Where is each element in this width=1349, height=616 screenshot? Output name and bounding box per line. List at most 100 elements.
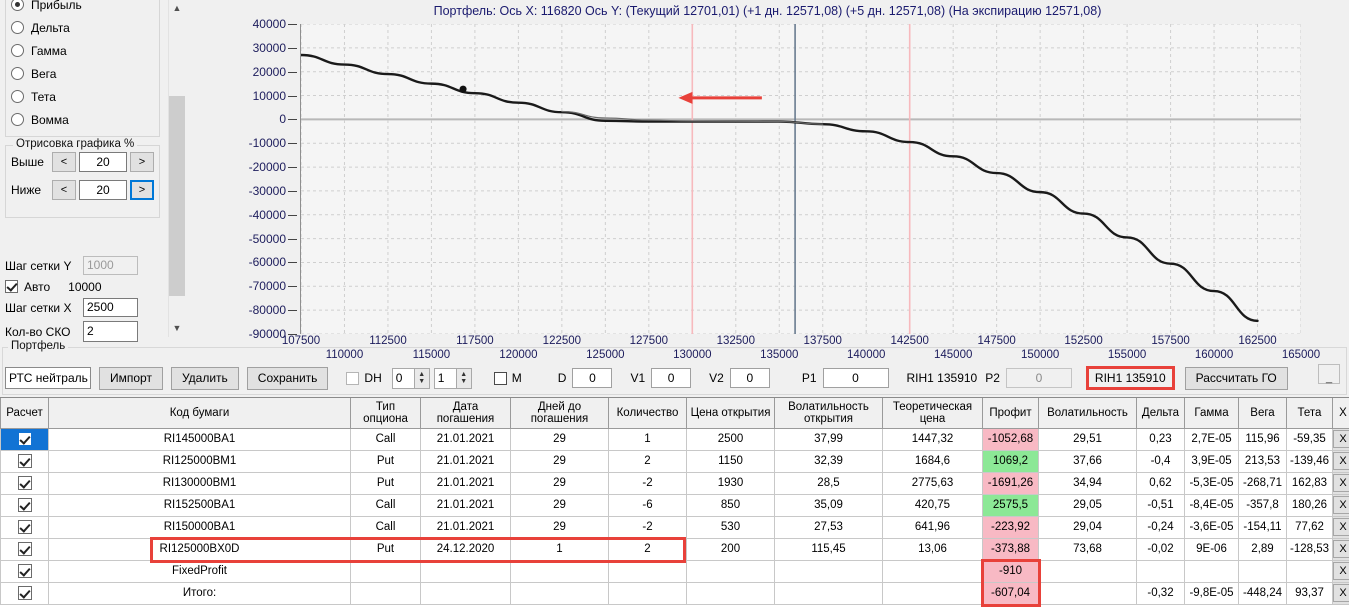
sko-input[interactable]: 2 bbox=[83, 321, 138, 342]
row-cell-profit[interactable]: -1052,68 bbox=[982, 427, 1039, 451]
v2-input[interactable]: 0 bbox=[729, 368, 770, 388]
row-cell-delta[interactable]: -0,02 bbox=[1136, 537, 1185, 561]
row-checkbox-cell[interactable] bbox=[0, 427, 49, 451]
row-cell-vega[interactable] bbox=[1238, 559, 1287, 583]
table-row[interactable]: RI150000BA1 Call 21.01.2021 29 -2 530 27,53 641… bbox=[0, 515, 1349, 539]
above-increment-button[interactable]: > bbox=[130, 151, 154, 172]
p2-input[interactable]: 0 bbox=[1005, 368, 1072, 388]
row-cell-theor[interactable] bbox=[882, 581, 983, 605]
row-cell-theta[interactable]: -139,46 bbox=[1286, 449, 1333, 473]
row-delete-button[interactable]: X bbox=[1333, 540, 1349, 558]
radio-vomma[interactable]: Вомма bbox=[6, 108, 159, 131]
table-header-cell[interactable]: Гамма bbox=[1184, 398, 1239, 429]
row-cell-open_price[interactable]: 850 bbox=[686, 493, 775, 517]
below-value-input[interactable]: 20 bbox=[79, 179, 127, 200]
row-cell-theor[interactable]: 13,06 bbox=[882, 537, 983, 561]
row-cell-theta[interactable] bbox=[1286, 559, 1333, 583]
table-row[interactable]: FixedProfit -910 X bbox=[0, 559, 1349, 583]
table-header-cell[interactable]: Дата погашения bbox=[420, 398, 511, 429]
row-instrument-code[interactable]: RI150000BA1 bbox=[48, 515, 351, 539]
row-cell-expiry[interactable]: 24.12.2020 bbox=[420, 537, 511, 561]
above-decrement-button[interactable]: < bbox=[52, 151, 76, 172]
row-delete-button[interactable]: X bbox=[1333, 474, 1349, 492]
checkbox-icon[interactable] bbox=[17, 542, 32, 556]
save-button[interactable]: Сохранить bbox=[246, 366, 329, 390]
left-panel-scrollbar[interactable]: ▲ ▼ bbox=[168, 0, 185, 337]
row-cell-profit[interactable]: -1691,26 bbox=[982, 471, 1039, 495]
table-header-cell[interactable]: Расчет bbox=[0, 398, 49, 429]
row-cell-gamma[interactable]: -3,6E-05 bbox=[1184, 515, 1239, 539]
table-header-cell[interactable]: Вега bbox=[1238, 398, 1287, 429]
row-delete-cell[interactable]: X bbox=[1332, 471, 1349, 495]
row-checkbox-cell[interactable] bbox=[0, 449, 49, 473]
row-checkbox-cell[interactable] bbox=[0, 471, 49, 495]
checkbox-icon[interactable] bbox=[17, 498, 32, 512]
row-delete-button[interactable]: X bbox=[1333, 430, 1349, 448]
radio-delta[interactable]: Дельта bbox=[6, 16, 159, 39]
row-cell-open_vol[interactable]: 37,99 bbox=[774, 427, 883, 451]
checkbox-icon[interactable] bbox=[17, 586, 32, 600]
table-row[interactable]: RI152500BA1 Call 21.01.2021 29 -6 850 35,09 420… bbox=[0, 493, 1349, 517]
table-row[interactable]: RI145000BA1 Call 21.01.2021 29 1 2500 37,99 144… bbox=[0, 427, 1349, 451]
row-delete-cell[interactable]: X bbox=[1332, 581, 1349, 605]
row-cell-vega[interactable]: 213,53 bbox=[1238, 449, 1287, 473]
scroll-down-icon[interactable]: ▼ bbox=[169, 320, 185, 337]
row-cell-vega[interactable]: 115,96 bbox=[1238, 427, 1287, 451]
row-cell-theta[interactable]: 180,26 bbox=[1286, 493, 1333, 517]
row-cell-vega[interactable]: -448,24 bbox=[1238, 581, 1287, 605]
row-cell-qty[interactable]: -6 bbox=[608, 493, 687, 517]
row-cell-days[interactable] bbox=[510, 559, 609, 583]
table-header-cell[interactable]: Дельта bbox=[1136, 398, 1185, 429]
row-cell-vol[interactable]: 29,05 bbox=[1038, 493, 1137, 517]
p1-input[interactable]: 0 bbox=[822, 368, 889, 388]
row-cell-open_price[interactable] bbox=[686, 581, 775, 605]
step-x-input[interactable]: 2500 bbox=[83, 298, 138, 317]
row-checkbox-cell[interactable] bbox=[0, 515, 49, 539]
row-cell-profit[interactable]: 1069,2 bbox=[982, 449, 1039, 473]
row-checkbox-cell[interactable] bbox=[0, 537, 49, 561]
row-cell-expiry[interactable] bbox=[420, 581, 511, 605]
row-cell-delta[interactable]: -0,51 bbox=[1136, 493, 1185, 517]
import-button[interactable]: Импорт bbox=[99, 366, 163, 390]
row-cell-qty[interactable]: 2 bbox=[608, 449, 687, 473]
table-header-cell[interactable]: Тип опциона bbox=[350, 398, 421, 429]
row-cell-type[interactable]: Call bbox=[350, 493, 421, 517]
row-cell-expiry[interactable]: 21.01.2021 bbox=[420, 427, 511, 451]
preset-select[interactable]: РТС нейтраль ▼ bbox=[5, 367, 91, 389]
row-cell-open_vol[interactable]: 28,5 bbox=[774, 471, 883, 495]
row-cell-open_price[interactable]: 2500 bbox=[686, 427, 775, 451]
row-cell-type[interactable] bbox=[350, 581, 421, 605]
table-row[interactable]: RI125000BX0D Put 24.12.2020 1 2 200 115,45 13,0… bbox=[0, 537, 1349, 561]
row-cell-theor[interactable] bbox=[882, 559, 983, 583]
row-cell-vol[interactable] bbox=[1038, 581, 1137, 605]
table-header-cell[interactable]: Количество bbox=[608, 398, 687, 429]
row-cell-theor[interactable]: 420,75 bbox=[882, 493, 983, 517]
plot-canvas[interactable]: 107500 110000 112500 115000 117500 120000 1225… bbox=[282, 24, 1320, 361]
delete-button[interactable]: Удалить bbox=[170, 366, 239, 390]
auto-checkbox[interactable] bbox=[5, 280, 18, 293]
table-header-cell[interactable]: Профит bbox=[982, 398, 1039, 429]
row-cell-qty[interactable] bbox=[608, 581, 687, 605]
row-cell-qty[interactable] bbox=[608, 559, 687, 583]
radio-theta[interactable]: Тета bbox=[6, 85, 159, 108]
row-cell-theta[interactable]: 77,62 bbox=[1286, 515, 1333, 539]
v1-input[interactable]: 0 bbox=[651, 368, 692, 388]
checkbox-icon[interactable] bbox=[17, 476, 32, 490]
row-cell-profit[interactable]: -607,04 bbox=[982, 581, 1039, 605]
row-cell-open_vol[interactable] bbox=[774, 581, 883, 605]
row-cell-theta[interactable]: 93,37 bbox=[1286, 581, 1333, 605]
row-cell-expiry[interactable]: 21.01.2021 bbox=[420, 449, 511, 473]
row-cell-theta[interactable]: -59,35 bbox=[1286, 427, 1333, 451]
row-cell-profit[interactable]: -910 bbox=[982, 559, 1039, 583]
row-cell-days[interactable]: 29 bbox=[510, 427, 609, 451]
below-decrement-button[interactable]: < bbox=[52, 179, 76, 200]
d-input[interactable]: 0 bbox=[572, 368, 613, 388]
row-cell-vol[interactable]: 34,94 bbox=[1038, 471, 1137, 495]
row-cell-qty[interactable]: -2 bbox=[608, 515, 687, 539]
row-cell-vega[interactable]: -357,8 bbox=[1238, 493, 1287, 517]
row-cell-delta[interactable]: -0,32 bbox=[1136, 581, 1185, 605]
row-cell-open_price[interactable]: 1930 bbox=[686, 471, 775, 495]
row-cell-gamma[interactable]: 2,7E-05 bbox=[1184, 427, 1239, 451]
table-header-cell[interactable]: Дней до погашения bbox=[510, 398, 609, 429]
row-cell-type[interactable]: Put bbox=[350, 537, 421, 561]
